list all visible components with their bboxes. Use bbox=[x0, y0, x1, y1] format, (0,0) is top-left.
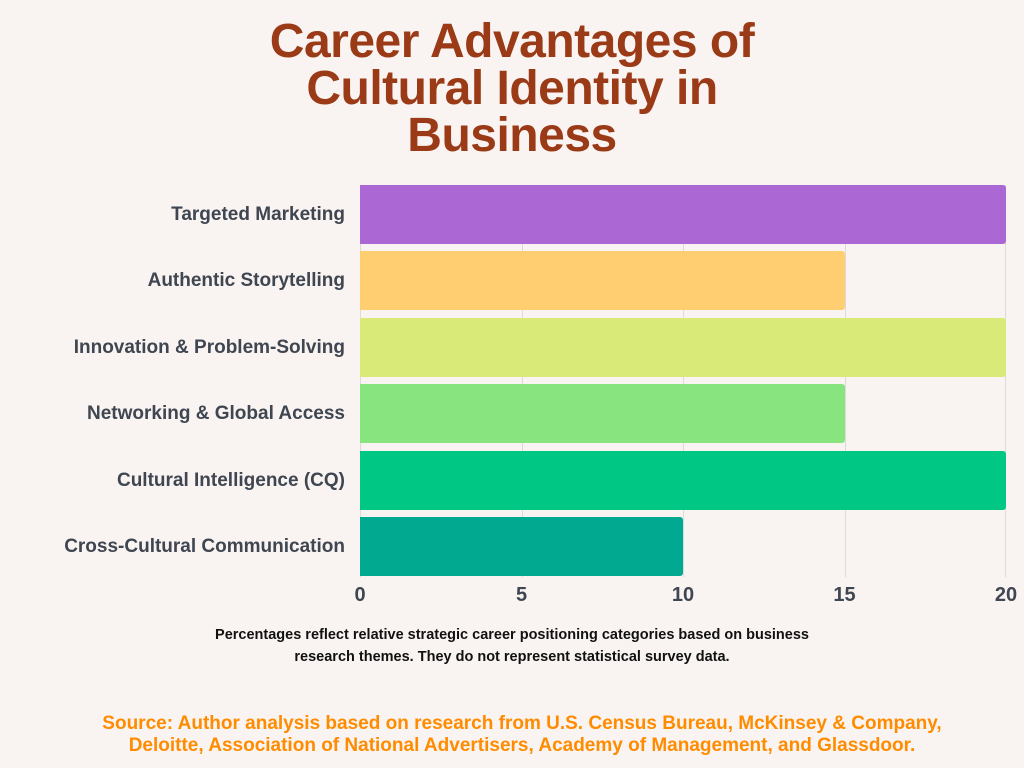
chart-note: Percentages reflect relative strategic c… bbox=[0, 624, 1024, 668]
chart-title-line-1: Career Advantages of bbox=[269, 15, 755, 68]
bar bbox=[360, 384, 845, 443]
x-tick-label: 10 bbox=[671, 584, 695, 606]
bar bbox=[360, 517, 683, 576]
x-tick-label: 15 bbox=[833, 584, 856, 606]
bar bbox=[360, 318, 1006, 377]
gridline bbox=[521, 185, 523, 577]
category-label: Authentic Storytelling bbox=[147, 270, 345, 291]
category-label: Networking & Global Access bbox=[87, 403, 345, 424]
source-line-1: Source: Author analysis based on researc… bbox=[102, 713, 942, 734]
chart-note-line-1: Percentages reflect relative strategic c… bbox=[215, 627, 809, 643]
category-label: Targeted Marketing bbox=[171, 204, 345, 225]
plot-area bbox=[360, 185, 1006, 577]
category-label: Cultural Intelligence (CQ) bbox=[116, 470, 345, 491]
gridline bbox=[844, 185, 846, 577]
gridline bbox=[1005, 185, 1006, 577]
x-tick-label: 0 bbox=[354, 584, 366, 606]
bar bbox=[360, 185, 1006, 244]
chart-note-line-2: research themes. They do not represent s… bbox=[294, 649, 730, 665]
gridline bbox=[360, 185, 361, 577]
category-label: Innovation & Problem-Solving bbox=[73, 337, 345, 358]
bar bbox=[360, 251, 845, 310]
x-tick-label: 20 bbox=[994, 584, 1018, 606]
chart-title-line-2: Cultural Identity in bbox=[306, 62, 718, 115]
x-tick-label: 5 bbox=[515, 584, 528, 606]
source-line-2: Deloitte, Association of National Advert… bbox=[128, 735, 916, 756]
source-citation: Source: Author analysis based on researc… bbox=[0, 713, 1024, 757]
category-label: Cross-Cultural Communication bbox=[64, 536, 345, 557]
bar bbox=[360, 451, 1006, 510]
chart-title-line-3: Business bbox=[407, 109, 617, 162]
gridline bbox=[683, 185, 684, 577]
chart-title: Career Advantages of Cultural Identity i… bbox=[0, 15, 1024, 162]
